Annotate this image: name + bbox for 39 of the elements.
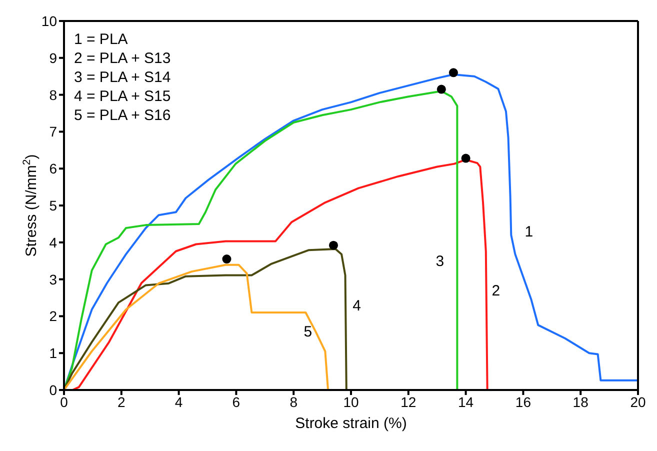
point [461,154,470,163]
x-tick-label: 4 [174,394,183,410]
y-tick-label: 9 [49,50,58,66]
x-tick-label: 12 [400,394,416,410]
x-tick-label: 6 [232,394,240,410]
y-tick-label: 3 [49,271,58,288]
point [448,68,458,78]
x-tick-label: 16 [515,394,532,410]
y-tick-label: 10 [41,12,58,29]
y-tick-label: 4 [49,234,58,250]
y-tick-label: 5 [49,197,58,214]
annotation: 1 = PLA [74,30,129,49]
y-tick-label: 7 [49,124,58,140]
series-label: 3 [436,253,444,270]
annotation: 2 = PLA + S13 [74,49,171,68]
annotation: 4 = PLA + S15 [74,87,171,106]
point [222,254,232,264]
series-label: 4 [352,297,361,314]
x-tick-label: 18 [572,394,589,410]
series-label: 1 [524,224,534,241]
x-tick-label: 14 [458,394,474,410]
point [436,84,446,94]
y-tick-label: 6 [49,160,58,177]
y-tick-label: 1 [49,345,58,362]
y-tick-label: 2 [49,308,58,324]
line-series [64,264,330,390]
x-tick-label: 2 [118,394,126,410]
series-label: 5 [304,323,312,340]
x-tick-label: 10 [343,394,359,410]
x-tick-label: 20 [630,394,646,410]
annotation: 3 = PLA + S14 [74,68,171,87]
x-tick-label: 0 [60,394,68,410]
x-tick-label: 8 [290,394,298,410]
series-label: 2 [492,282,500,300]
annotation: 5 = PLA + S16 [74,106,171,125]
x-axis-title: Stroke strain (%) [295,415,407,432]
y-tick-label: 8 [49,86,58,103]
y-tick-label: 0 [49,382,58,398]
point [328,240,338,250]
